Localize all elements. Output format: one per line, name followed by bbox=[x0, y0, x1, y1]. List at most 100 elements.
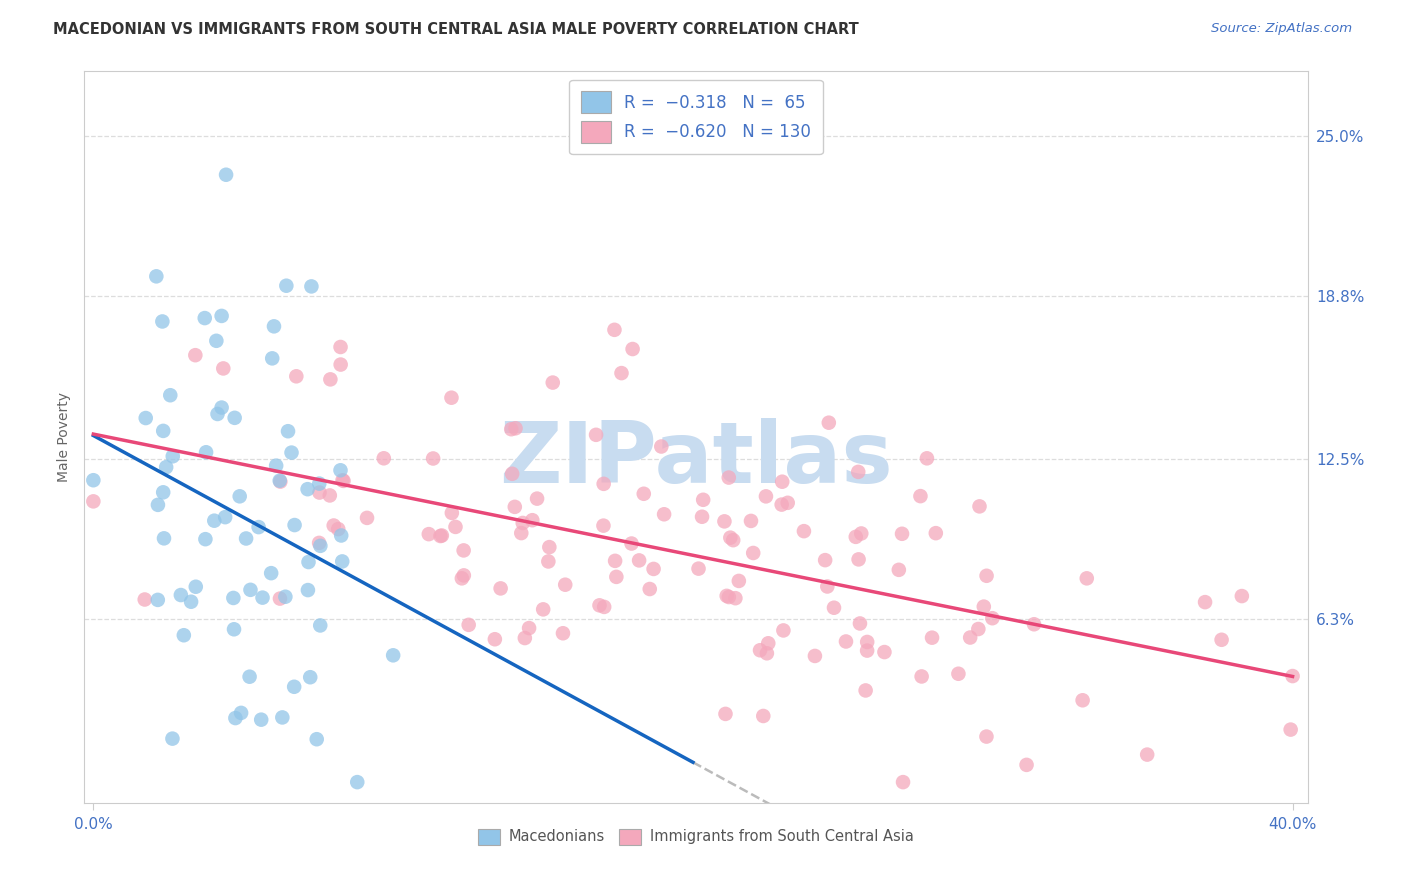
Point bbox=[505, 421, 527, 435]
Point bbox=[742, 546, 765, 560]
Text: ZIPatlas: ZIPatlas bbox=[499, 417, 893, 500]
Point bbox=[740, 514, 762, 528]
Point bbox=[856, 635, 879, 649]
Point bbox=[755, 489, 778, 503]
Point bbox=[262, 351, 284, 366]
Point bbox=[228, 489, 250, 503]
Point bbox=[152, 485, 174, 500]
Point bbox=[283, 680, 305, 694]
Point bbox=[620, 536, 643, 550]
Point bbox=[605, 570, 627, 584]
Point bbox=[211, 401, 233, 415]
Point bbox=[873, 645, 896, 659]
Point bbox=[503, 500, 526, 514]
Point bbox=[849, 616, 872, 631]
Point bbox=[194, 532, 217, 546]
Point bbox=[1279, 723, 1302, 737]
Point bbox=[330, 554, 353, 568]
Point bbox=[526, 491, 548, 506]
Point bbox=[214, 510, 236, 524]
Point bbox=[554, 578, 576, 592]
Point bbox=[921, 631, 943, 645]
Point bbox=[948, 666, 970, 681]
Point bbox=[538, 540, 561, 554]
Y-axis label: Male Poverty: Male Poverty bbox=[58, 392, 72, 482]
Point bbox=[804, 648, 827, 663]
Point bbox=[280, 445, 302, 459]
Point bbox=[134, 592, 156, 607]
Point bbox=[309, 618, 332, 632]
Point bbox=[146, 593, 169, 607]
Point bbox=[592, 518, 614, 533]
Point bbox=[322, 518, 344, 533]
Point bbox=[848, 552, 870, 566]
Point bbox=[1015, 757, 1038, 772]
Point bbox=[309, 539, 332, 553]
Point bbox=[222, 622, 245, 636]
Point bbox=[162, 450, 184, 464]
Point bbox=[845, 530, 868, 544]
Point bbox=[276, 278, 298, 293]
Point bbox=[501, 422, 523, 436]
Point bbox=[752, 709, 775, 723]
Point bbox=[297, 482, 319, 496]
Point bbox=[817, 416, 839, 430]
Point bbox=[793, 524, 815, 538]
Point bbox=[457, 617, 479, 632]
Point bbox=[628, 553, 651, 567]
Point bbox=[887, 563, 910, 577]
Point bbox=[224, 410, 246, 425]
Point bbox=[603, 554, 626, 568]
Point bbox=[269, 591, 291, 606]
Point bbox=[440, 506, 463, 520]
Point bbox=[718, 531, 741, 545]
Point bbox=[155, 460, 177, 475]
Point bbox=[329, 463, 352, 477]
Point bbox=[770, 475, 793, 489]
Point bbox=[285, 369, 308, 384]
Point bbox=[1281, 669, 1303, 683]
Point bbox=[308, 536, 330, 550]
Point bbox=[638, 582, 661, 596]
Point bbox=[585, 427, 607, 442]
Point bbox=[1194, 595, 1216, 609]
Point bbox=[776, 496, 799, 510]
Point bbox=[247, 520, 270, 534]
Point bbox=[976, 730, 998, 744]
Point bbox=[856, 643, 879, 657]
Point bbox=[1230, 589, 1253, 603]
Point bbox=[851, 526, 873, 541]
Point bbox=[910, 669, 932, 683]
Point bbox=[356, 511, 378, 525]
Point bbox=[184, 580, 207, 594]
Point bbox=[925, 526, 948, 541]
Point bbox=[299, 279, 322, 293]
Point bbox=[755, 646, 778, 660]
Point bbox=[418, 527, 440, 541]
Point bbox=[222, 591, 245, 605]
Point bbox=[588, 599, 610, 613]
Point bbox=[643, 562, 665, 576]
Point bbox=[688, 561, 710, 575]
Point bbox=[714, 706, 737, 721]
Point bbox=[252, 591, 274, 605]
Point bbox=[891, 775, 914, 789]
Point bbox=[692, 492, 714, 507]
Point bbox=[749, 643, 772, 657]
Point bbox=[603, 323, 626, 337]
Point bbox=[593, 599, 616, 614]
Point bbox=[264, 458, 287, 473]
Point bbox=[250, 713, 273, 727]
Point bbox=[162, 731, 184, 746]
Point bbox=[541, 376, 564, 390]
Point bbox=[772, 624, 794, 638]
Point bbox=[513, 631, 536, 645]
Point bbox=[422, 451, 444, 466]
Point bbox=[274, 590, 297, 604]
Point bbox=[835, 634, 858, 648]
Point bbox=[855, 683, 877, 698]
Point bbox=[1022, 617, 1045, 632]
Point bbox=[1136, 747, 1159, 762]
Point bbox=[510, 526, 533, 541]
Point bbox=[430, 528, 453, 542]
